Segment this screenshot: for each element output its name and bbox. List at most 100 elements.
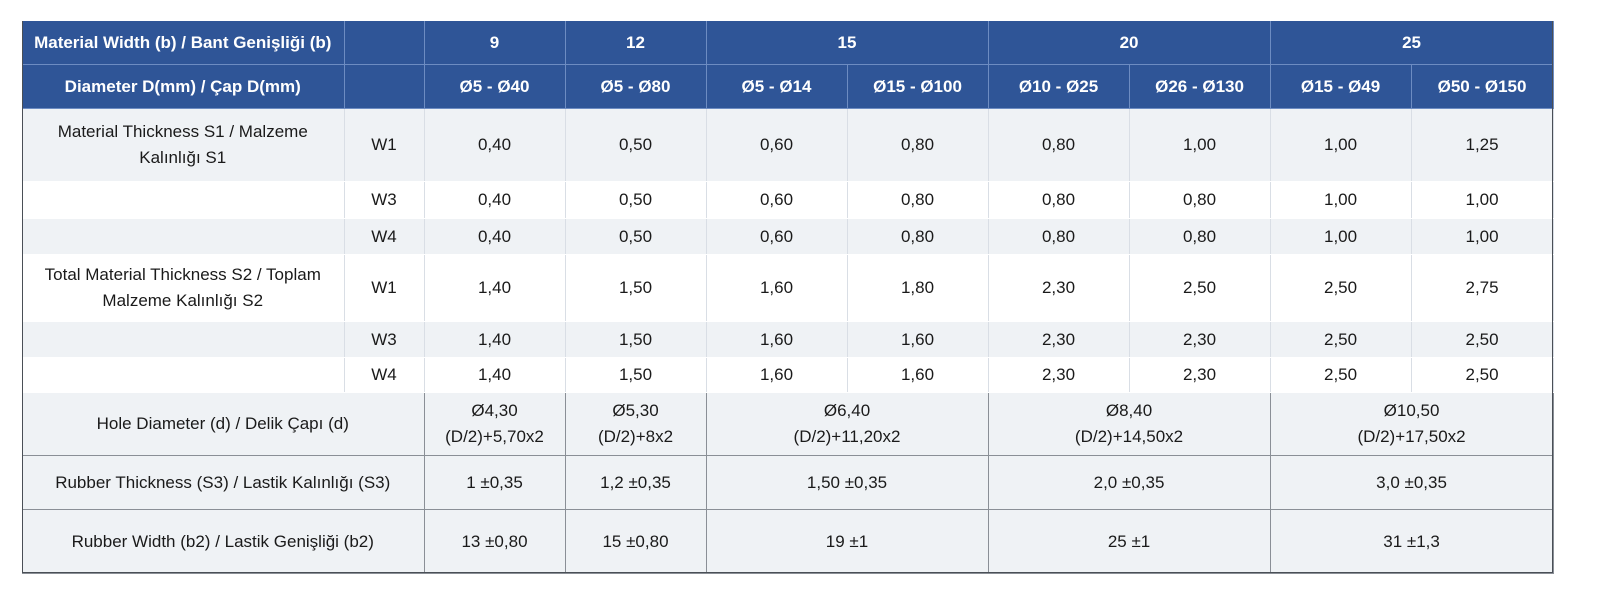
hole-formula: (D/2)+8x2 xyxy=(597,427,674,446)
value-cell: 1,50 xyxy=(565,254,707,322)
value-cell: 13 ±0,80 xyxy=(424,509,566,574)
s1-label: Material Thickness S1 / Malzeme Kalınlığ… xyxy=(22,108,345,182)
spec-table: Material Width (b) / Bant Genişliği (b) … xyxy=(22,21,1554,574)
type-cell: W1 xyxy=(344,108,425,182)
value-cell: 0,60 xyxy=(706,181,848,219)
value-cell: 25 ±1 xyxy=(988,509,1271,574)
table-row: Total Material Thickness S2 / Toplam Mal… xyxy=(22,254,1554,322)
hole-formula: (D/2)+14,50x2 xyxy=(1074,427,1184,446)
value-cell: 0,80 xyxy=(1129,218,1271,255)
width-15: 15 xyxy=(706,21,989,65)
value-cell: 1,80 xyxy=(847,254,989,322)
value-cell: 1 ±0,35 xyxy=(424,455,566,510)
value-cell: 1,40 xyxy=(424,254,566,322)
value-cell: 1,00 xyxy=(1270,108,1412,182)
hole-formula: (D/2)+5,70x2 xyxy=(445,427,544,446)
value-cell: 2,30 xyxy=(988,357,1130,393)
value-cell: 2,30 xyxy=(988,321,1130,358)
s1-label-line: Kalınlığı S1 xyxy=(139,148,227,167)
value-cell: 0,60 xyxy=(706,108,848,182)
diameter-header-label: Diameter D(mm) / Çap D(mm) xyxy=(22,64,345,109)
diameter-range: Ø50 - Ø150 xyxy=(1411,64,1554,109)
empty-label-cell xyxy=(22,321,345,358)
table-row: Rubber Width (b2) / Lastik Genişliği (b2… xyxy=(22,509,1554,574)
value-cell: 0,50 xyxy=(565,218,707,255)
rubber-width-label: Rubber Width (b2) / Lastik Genişliği (b2… xyxy=(22,509,425,574)
width-9: 9 xyxy=(424,21,566,65)
hole-value: Ø8,40 xyxy=(1105,401,1153,420)
empty-label-cell xyxy=(22,218,345,255)
value-cell: 2,30 xyxy=(988,254,1130,322)
value-cell: 0,40 xyxy=(424,108,566,182)
type-cell: W3 xyxy=(344,321,425,358)
width-25: 25 xyxy=(1270,21,1554,65)
value-cell: 2,75 xyxy=(1411,254,1554,322)
value-cell: 1,60 xyxy=(847,357,989,393)
value-cell: 2,50 xyxy=(1270,321,1412,358)
value-cell: 2,30 xyxy=(1129,357,1271,393)
header-width-row: Material Width (b) / Bant Genişliği (b) … xyxy=(22,21,1554,65)
value-cell: 2,50 xyxy=(1411,321,1554,358)
table-row: Hole Diameter (d) / Delik Çapı (d) Ø4,30… xyxy=(22,392,1554,456)
s1-label-line: Material Thickness S1 / Malzeme xyxy=(57,122,308,141)
value-cell: 0,80 xyxy=(847,218,989,255)
diameter-range: Ø5 - Ø14 xyxy=(706,64,848,109)
rubber-thickness-label: Rubber Thickness (S3) / Lastik Kalınlığı… xyxy=(22,455,425,510)
value-cell: 0,80 xyxy=(1129,181,1271,219)
value-cell: 0,50 xyxy=(565,108,707,182)
value-cell: 1,60 xyxy=(706,321,848,358)
width-12: 12 xyxy=(565,21,707,65)
value-cell: 19 ±1 xyxy=(706,509,989,574)
width-header-label: Material Width (b) / Bant Genişliği (b) xyxy=(22,21,345,65)
header-diameter-row: Diameter D(mm) / Çap D(mm) Ø5 - Ø40 Ø5 -… xyxy=(22,64,1554,109)
value-cell: 1,00 xyxy=(1411,181,1554,219)
value-cell: 1,50 ±0,35 xyxy=(706,455,989,510)
value-cell: 1,2 ±0,35 xyxy=(565,455,707,510)
value-cell: 0,80 xyxy=(847,108,989,182)
empty-label-cell xyxy=(22,181,345,219)
value-cell: 2,0 ±0,35 xyxy=(988,455,1271,510)
table-row: W4 1,40 1,50 1,60 1,60 2,30 2,30 2,50 2,… xyxy=(22,357,1554,393)
table-row: W4 0,40 0,50 0,60 0,80 0,80 0,80 1,00 1,… xyxy=(22,218,1554,255)
hole-value: Ø6,40 xyxy=(823,401,871,420)
type-cell: W3 xyxy=(344,181,425,219)
hole-cell: Ø10,50 (D/2)+17,50x2 xyxy=(1270,392,1554,456)
header-spacer xyxy=(344,64,425,109)
hole-value: Ø4,30 xyxy=(471,401,518,420)
value-cell: 0,40 xyxy=(424,181,566,219)
value-cell: 0,80 xyxy=(988,181,1130,219)
s2-label-line: Malzeme Kalınlığı S2 xyxy=(102,291,264,310)
hole-cell: Ø5,30 (D/2)+8x2 xyxy=(565,392,707,456)
value-cell: 1,60 xyxy=(847,321,989,358)
value-cell: 2,50 xyxy=(1411,357,1554,393)
value-cell: 0,40 xyxy=(424,218,566,255)
value-cell: 0,80 xyxy=(988,108,1130,182)
table-row: Material Thickness S1 / Malzeme Kalınlığ… xyxy=(22,108,1554,182)
hole-cell: Ø4,30 (D/2)+5,70x2 xyxy=(424,392,566,456)
hole-formula: (D/2)+11,20x2 xyxy=(793,427,901,446)
hole-formula: (D/2)+17,50x2 xyxy=(1357,427,1466,446)
table-row: W3 1,40 1,50 1,60 1,60 2,30 2,30 2,50 2,… xyxy=(22,321,1554,358)
type-cell: W4 xyxy=(344,357,425,393)
value-cell: 1,50 xyxy=(565,321,707,358)
value-cell: 1,25 xyxy=(1411,108,1554,182)
diameter-range: Ø15 - Ø49 xyxy=(1270,64,1412,109)
value-cell: 1,00 xyxy=(1129,108,1271,182)
value-cell: 1,00 xyxy=(1270,181,1412,219)
value-cell: 1,40 xyxy=(424,357,566,393)
hole-value: Ø5,30 xyxy=(612,401,659,420)
width-20: 20 xyxy=(988,21,1271,65)
value-cell: 0,80 xyxy=(988,218,1130,255)
value-cell: 1,50 xyxy=(565,357,707,393)
value-cell: 1,60 xyxy=(706,254,848,322)
value-cell: 0,60 xyxy=(706,218,848,255)
s2-label: Total Material Thickness S2 / Toplam Mal… xyxy=(22,254,345,322)
hole-cell: Ø6,40 (D/2)+11,20x2 xyxy=(706,392,989,456)
value-cell: 2,50 xyxy=(1270,254,1412,322)
diameter-range: Ø10 - Ø25 xyxy=(988,64,1130,109)
value-cell: 0,80 xyxy=(847,181,989,219)
diameter-range: Ø5 - Ø40 xyxy=(424,64,566,109)
diameter-range: Ø15 - Ø100 xyxy=(847,64,989,109)
value-cell: 15 ±0,80 xyxy=(565,509,707,574)
value-cell: 0,50 xyxy=(565,181,707,219)
